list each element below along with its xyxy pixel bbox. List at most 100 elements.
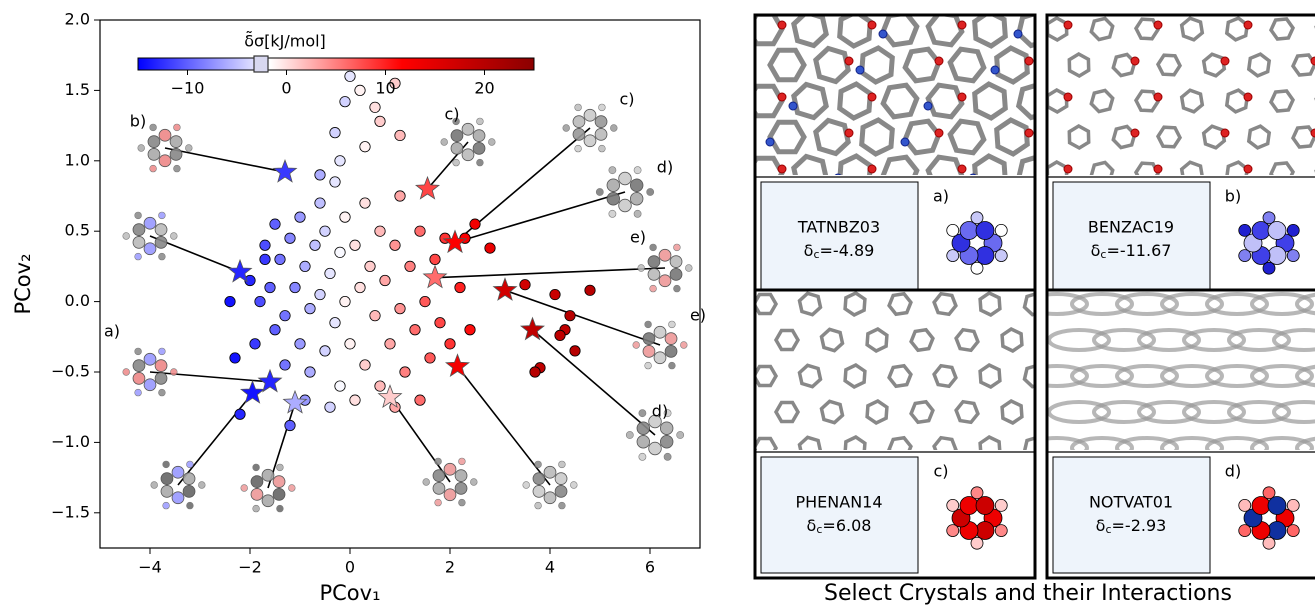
atom [451,142,463,154]
atom [163,461,170,468]
crystal-letter: c) [933,462,948,481]
atom [669,362,676,369]
atom [253,505,260,512]
point [430,254,440,264]
crystal-letter: b) [1225,187,1241,206]
atom [991,66,999,74]
annotation-label: e) [690,306,706,325]
x-axis-label: PCov₁ [319,581,380,605]
highlight-star [284,391,307,413]
y-tick-label: 1.0 [65,150,90,169]
y-tick-label: −1.0 [51,432,90,451]
point [330,318,340,328]
atom [144,217,156,229]
atom [473,142,485,154]
point [415,226,425,236]
point [470,219,480,229]
atom [1244,21,1252,29]
atom [435,458,442,465]
point [565,310,575,320]
highlight-star [259,370,282,392]
atom [133,360,145,372]
atom [277,505,284,512]
atom [433,470,445,482]
atom [584,135,596,147]
colorbar-tick-label: −10 [171,79,205,98]
atom [659,249,671,261]
atom [523,482,530,489]
crystal-name: PHENAN14 [795,493,882,512]
atom [584,109,596,121]
atom [648,256,660,268]
atom [607,179,620,192]
atom [665,345,677,357]
point [345,339,355,349]
atom [433,482,445,494]
atom [444,463,456,475]
annotation-label: c) [444,105,459,124]
atom [685,265,692,272]
crystal-image [1027,290,1315,458]
point [295,339,305,349]
point [385,339,395,349]
point [555,330,565,340]
atom [645,362,652,369]
atom [947,224,959,236]
atom [1268,246,1286,264]
atom [535,461,542,468]
atom [670,256,682,268]
atom [958,21,966,29]
atom [1252,497,1270,515]
atom [648,268,660,280]
delta-value: =-4.89 [820,241,875,260]
atom [1244,165,1252,173]
atom [535,502,542,509]
atom [1154,21,1162,29]
point [465,325,475,335]
y-tick-label: −0.5 [51,362,90,381]
atom [273,488,285,500]
point [355,85,365,95]
point [335,247,345,257]
atom [174,124,181,131]
point [375,116,385,126]
y-tick-label: 0.5 [65,221,90,240]
point [530,367,540,377]
connector [435,268,665,278]
point [320,226,330,236]
atom [135,389,142,396]
point [305,303,315,313]
point [290,282,300,292]
atom [555,485,567,497]
atom [789,102,797,110]
atom [155,372,167,384]
point [310,240,320,250]
atom [659,275,671,287]
atom [637,435,650,448]
atom [633,342,640,349]
atom [148,148,160,160]
point [375,226,385,236]
atom [650,285,657,292]
atom [123,369,130,376]
atom [170,148,182,160]
atom [170,233,177,240]
connector [178,393,253,485]
point [270,219,280,229]
atom [868,165,876,173]
atom [573,128,585,140]
atom [643,333,655,345]
atom [1287,224,1299,236]
point [405,261,415,271]
point [330,127,340,137]
delta-symbol: δ [807,516,817,535]
point [315,170,325,180]
point [395,303,405,313]
atom [1036,138,1044,146]
atom [619,199,632,212]
x-tick-label: 0 [345,558,355,577]
atom [1064,21,1072,29]
atom [995,525,1007,537]
atom [778,21,786,29]
